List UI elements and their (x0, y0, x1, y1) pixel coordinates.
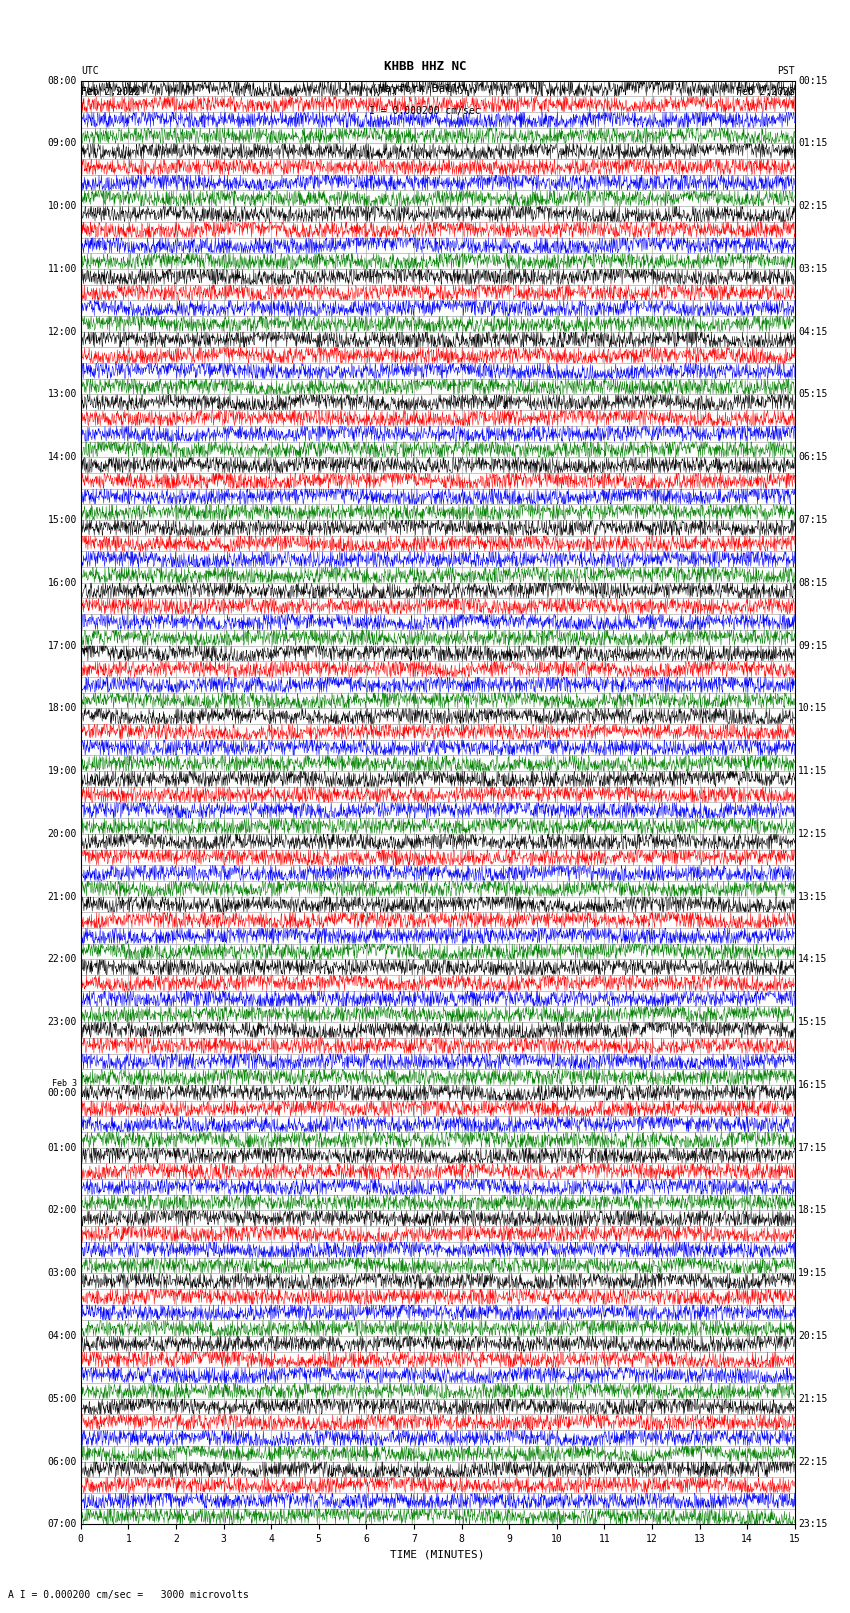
Text: 00:00: 00:00 (48, 1087, 77, 1098)
Text: 15:00: 15:00 (48, 515, 77, 524)
Text: 04:00: 04:00 (48, 1331, 77, 1340)
Text: 17:00: 17:00 (48, 640, 77, 650)
Text: 09:15: 09:15 (798, 640, 828, 650)
Text: 19:00: 19:00 (48, 766, 77, 776)
Text: 07:15: 07:15 (798, 515, 828, 524)
Text: 08:15: 08:15 (798, 577, 828, 587)
Text: 02:15: 02:15 (798, 202, 828, 211)
Text: 10:15: 10:15 (798, 703, 828, 713)
Text: Feb 2,2022: Feb 2,2022 (736, 87, 795, 97)
Text: 11:00: 11:00 (48, 265, 77, 274)
Text: 18:00: 18:00 (48, 703, 77, 713)
Text: PST: PST (777, 66, 795, 76)
Text: 04:15: 04:15 (798, 327, 828, 337)
Text: 23:00: 23:00 (48, 1018, 77, 1027)
Text: 11:15: 11:15 (798, 766, 828, 776)
X-axis label: TIME (MINUTES): TIME (MINUTES) (390, 1550, 485, 1560)
Text: 01:00: 01:00 (48, 1142, 77, 1153)
Text: 17:15: 17:15 (798, 1142, 828, 1153)
Text: 06:00: 06:00 (48, 1457, 77, 1466)
Text: KHBB HHZ NC: KHBB HHZ NC (383, 60, 467, 73)
Text: 07:00: 07:00 (48, 1519, 77, 1529)
Text: A I = 0.000200 cm/sec =   3000 microvolts: A I = 0.000200 cm/sec = 3000 microvolts (8, 1590, 249, 1600)
Text: 14:00: 14:00 (48, 452, 77, 463)
Text: 12:15: 12:15 (798, 829, 828, 839)
Text: 23:15: 23:15 (798, 1519, 828, 1529)
Text: 05:00: 05:00 (48, 1394, 77, 1403)
Text: 01:15: 01:15 (798, 139, 828, 148)
Text: 20:15: 20:15 (798, 1331, 828, 1340)
Text: (Hayfork Bally ): (Hayfork Bally ) (371, 84, 479, 94)
Text: 13:00: 13:00 (48, 389, 77, 400)
Text: 21:00: 21:00 (48, 892, 77, 902)
Text: Feb 2,2022: Feb 2,2022 (81, 87, 139, 97)
Text: 16:00: 16:00 (48, 577, 77, 587)
Text: 16:15: 16:15 (798, 1081, 828, 1090)
Text: 21:15: 21:15 (798, 1394, 828, 1403)
Text: 15:15: 15:15 (798, 1018, 828, 1027)
Text: 20:00: 20:00 (48, 829, 77, 839)
Text: 22:00: 22:00 (48, 955, 77, 965)
Text: 19:15: 19:15 (798, 1268, 828, 1277)
Text: 03:15: 03:15 (798, 265, 828, 274)
Text: 09:00: 09:00 (48, 139, 77, 148)
Text: 18:15: 18:15 (798, 1205, 828, 1216)
Text: 00:15: 00:15 (798, 76, 828, 85)
Text: 10:00: 10:00 (48, 202, 77, 211)
Text: UTC: UTC (81, 66, 99, 76)
Text: Feb 3: Feb 3 (52, 1079, 77, 1087)
Text: 22:15: 22:15 (798, 1457, 828, 1466)
Text: 12:00: 12:00 (48, 327, 77, 337)
Text: 08:00: 08:00 (48, 76, 77, 85)
Text: 03:00: 03:00 (48, 1268, 77, 1277)
Text: I = 0.000200 cm/sec: I = 0.000200 cm/sec (369, 106, 481, 116)
Text: 05:15: 05:15 (798, 389, 828, 400)
Text: 13:15: 13:15 (798, 892, 828, 902)
Text: 14:15: 14:15 (798, 955, 828, 965)
Text: 06:15: 06:15 (798, 452, 828, 463)
Text: 02:00: 02:00 (48, 1205, 77, 1216)
